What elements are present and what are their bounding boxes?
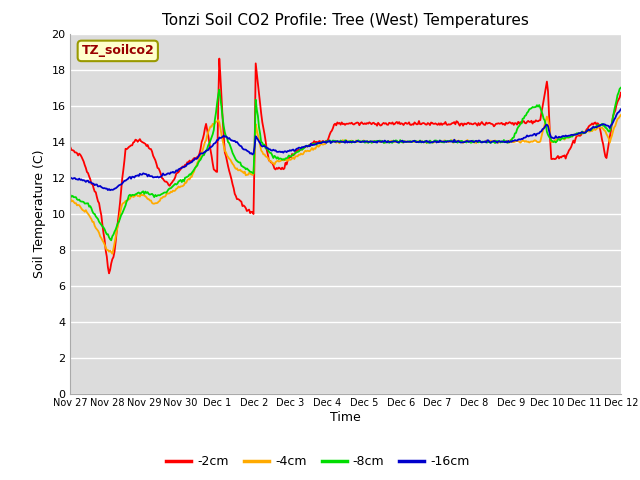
-16cm — [617, 107, 625, 112]
-2cm — [617, 90, 625, 96]
-4cm — [365, 139, 373, 144]
-2cm — [606, 134, 614, 140]
-2cm — [520, 118, 527, 124]
-4cm — [67, 195, 74, 201]
-16cm — [396, 139, 403, 145]
-8cm — [329, 138, 337, 144]
-16cm — [519, 136, 527, 142]
-16cm — [67, 175, 74, 180]
-8cm — [365, 139, 373, 145]
Legend: -2cm, -4cm, -8cm, -16cm: -2cm, -4cm, -8cm, -16cm — [161, 450, 475, 473]
-4cm — [617, 112, 625, 118]
-8cm — [108, 238, 115, 243]
-16cm — [106, 187, 114, 193]
-16cm — [332, 139, 340, 144]
-2cm — [396, 121, 404, 127]
-16cm — [329, 139, 337, 144]
Line: -2cm: -2cm — [70, 59, 621, 273]
X-axis label: Time: Time — [330, 411, 361, 424]
Line: -8cm: -8cm — [70, 88, 621, 240]
-4cm — [108, 251, 116, 257]
-4cm — [329, 138, 337, 144]
Line: -4cm: -4cm — [70, 115, 621, 254]
-4cm — [519, 138, 527, 144]
-8cm — [67, 192, 74, 198]
-8cm — [605, 129, 612, 134]
-8cm — [396, 140, 403, 146]
-2cm — [330, 122, 338, 128]
-8cm — [519, 116, 527, 121]
-2cm — [333, 120, 341, 125]
Line: -16cm: -16cm — [70, 109, 621, 190]
Title: Tonzi Soil CO2 Profile: Tree (West) Temperatures: Tonzi Soil CO2 Profile: Tree (West) Temp… — [162, 13, 529, 28]
-8cm — [617, 85, 625, 91]
-4cm — [605, 135, 612, 141]
-2cm — [67, 144, 74, 150]
-8cm — [332, 139, 340, 144]
Y-axis label: Soil Temperature (C): Soil Temperature (C) — [33, 149, 46, 278]
-2cm — [105, 270, 113, 276]
Text: TZ_soilco2: TZ_soilco2 — [81, 44, 154, 58]
-4cm — [332, 140, 340, 145]
-4cm — [396, 139, 403, 145]
-2cm — [216, 56, 223, 61]
-16cm — [605, 123, 612, 129]
-16cm — [365, 139, 373, 145]
-2cm — [367, 120, 374, 126]
